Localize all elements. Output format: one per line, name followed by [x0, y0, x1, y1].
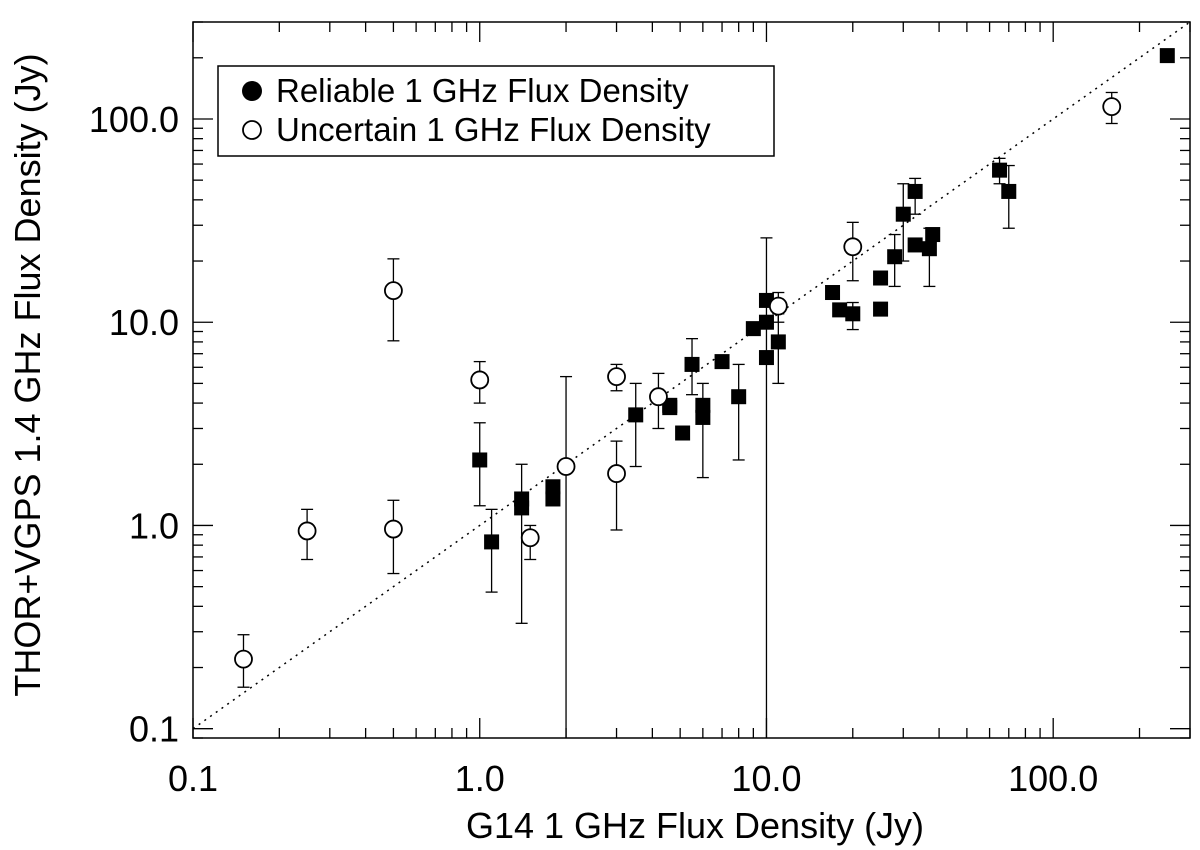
reference-line-layer — [192, 21, 1191, 730]
reliable-data-point — [745, 321, 761, 337]
uncertain-data-point — [384, 519, 403, 539]
uncertain-data-point — [556, 457, 576, 476]
one-to-one-reference-line — [192, 21, 1191, 730]
reliable-data-point — [545, 491, 561, 507]
reliable-data-point — [825, 285, 841, 301]
y-axis-title: THOR+VGPS 1.4 GHz Flux Density (Jy) — [7, 53, 48, 696]
y-tick-label: 1.0 — [129, 505, 179, 546]
reliable-data-point — [832, 302, 848, 318]
uncertain-data-point — [607, 464, 626, 483]
reliable-data-point — [887, 249, 903, 265]
reliable-data-point — [921, 241, 937, 257]
reliable-data-point — [758, 314, 774, 330]
reliable-data-point — [1001, 183, 1017, 199]
reliable-data-point — [845, 306, 861, 322]
legend-box — [217, 65, 775, 157]
uncertain-data-point — [768, 296, 788, 316]
uncertain-data-point — [1102, 97, 1122, 117]
y-tick-label: 0.1 — [129, 709, 179, 750]
legend-label-uncertain: Uncertain 1 GHz Flux Density — [276, 111, 711, 148]
x-tick-label: 0.1 — [168, 758, 218, 799]
reliable-data-point — [873, 301, 889, 317]
reliable-data-point — [684, 356, 700, 372]
uncertain-data-point — [649, 387, 668, 407]
legend: Reliable 1 GHz Flux Density Uncertain 1 … — [217, 65, 775, 157]
reliable-data-point — [472, 452, 488, 468]
legend-open-circle-icon — [242, 120, 262, 140]
x-tick-label: 1.0 — [455, 758, 505, 799]
data-points-layer — [234, 48, 1175, 738]
reliable-data-point — [514, 491, 530, 507]
reliable-data-point — [925, 227, 941, 243]
reliable-data-point — [545, 479, 561, 495]
y-tick-label: 10.0 — [109, 302, 179, 343]
reliable-data-point — [675, 425, 691, 441]
uncertain-data-point — [297, 521, 317, 541]
reliable-data-point — [873, 270, 889, 286]
reliable-data-point — [758, 350, 774, 366]
reliable-data-point — [628, 407, 644, 423]
uncertain-data-point — [843, 237, 863, 257]
x-axis-title: G14 1 GHz Flux Density (Jy) — [466, 805, 924, 846]
legend-label-reliable: Reliable 1 GHz Flux Density — [276, 72, 689, 109]
reliable-data-point — [714, 354, 730, 370]
reliable-data-point — [907, 237, 923, 253]
reliable-data-point — [895, 206, 911, 222]
reliable-data-point — [907, 183, 923, 199]
plot-frame-layer — [192, 21, 1191, 739]
uncertain-data-point — [520, 528, 540, 548]
reliable-data-point — [731, 389, 747, 405]
uncertain-data-point — [234, 649, 253, 669]
reliable-data-point — [695, 409, 711, 425]
axis-ticks-layer: 0.1 1.0 10.0 100.0 0.1 1.0 10.0 100.0 — [89, 21, 1191, 799]
x-tick-label: 100.0 — [1008, 758, 1098, 799]
uncertain-data-point — [470, 370, 490, 390]
x-tick-label: 10.0 — [731, 758, 801, 799]
plot-area-border — [192, 21, 1191, 739]
reliable-data-point — [770, 334, 786, 350]
reliable-data-point — [484, 534, 500, 550]
reliable-data-point — [992, 162, 1008, 178]
y-tick-label: 100.0 — [89, 99, 179, 140]
reliable-data-point — [1159, 48, 1175, 64]
uncertain-data-point — [384, 281, 403, 301]
reliable-data-point — [695, 397, 711, 413]
legend-filled-circle-icon — [242, 81, 262, 101]
uncertain-data-point — [607, 367, 626, 387]
